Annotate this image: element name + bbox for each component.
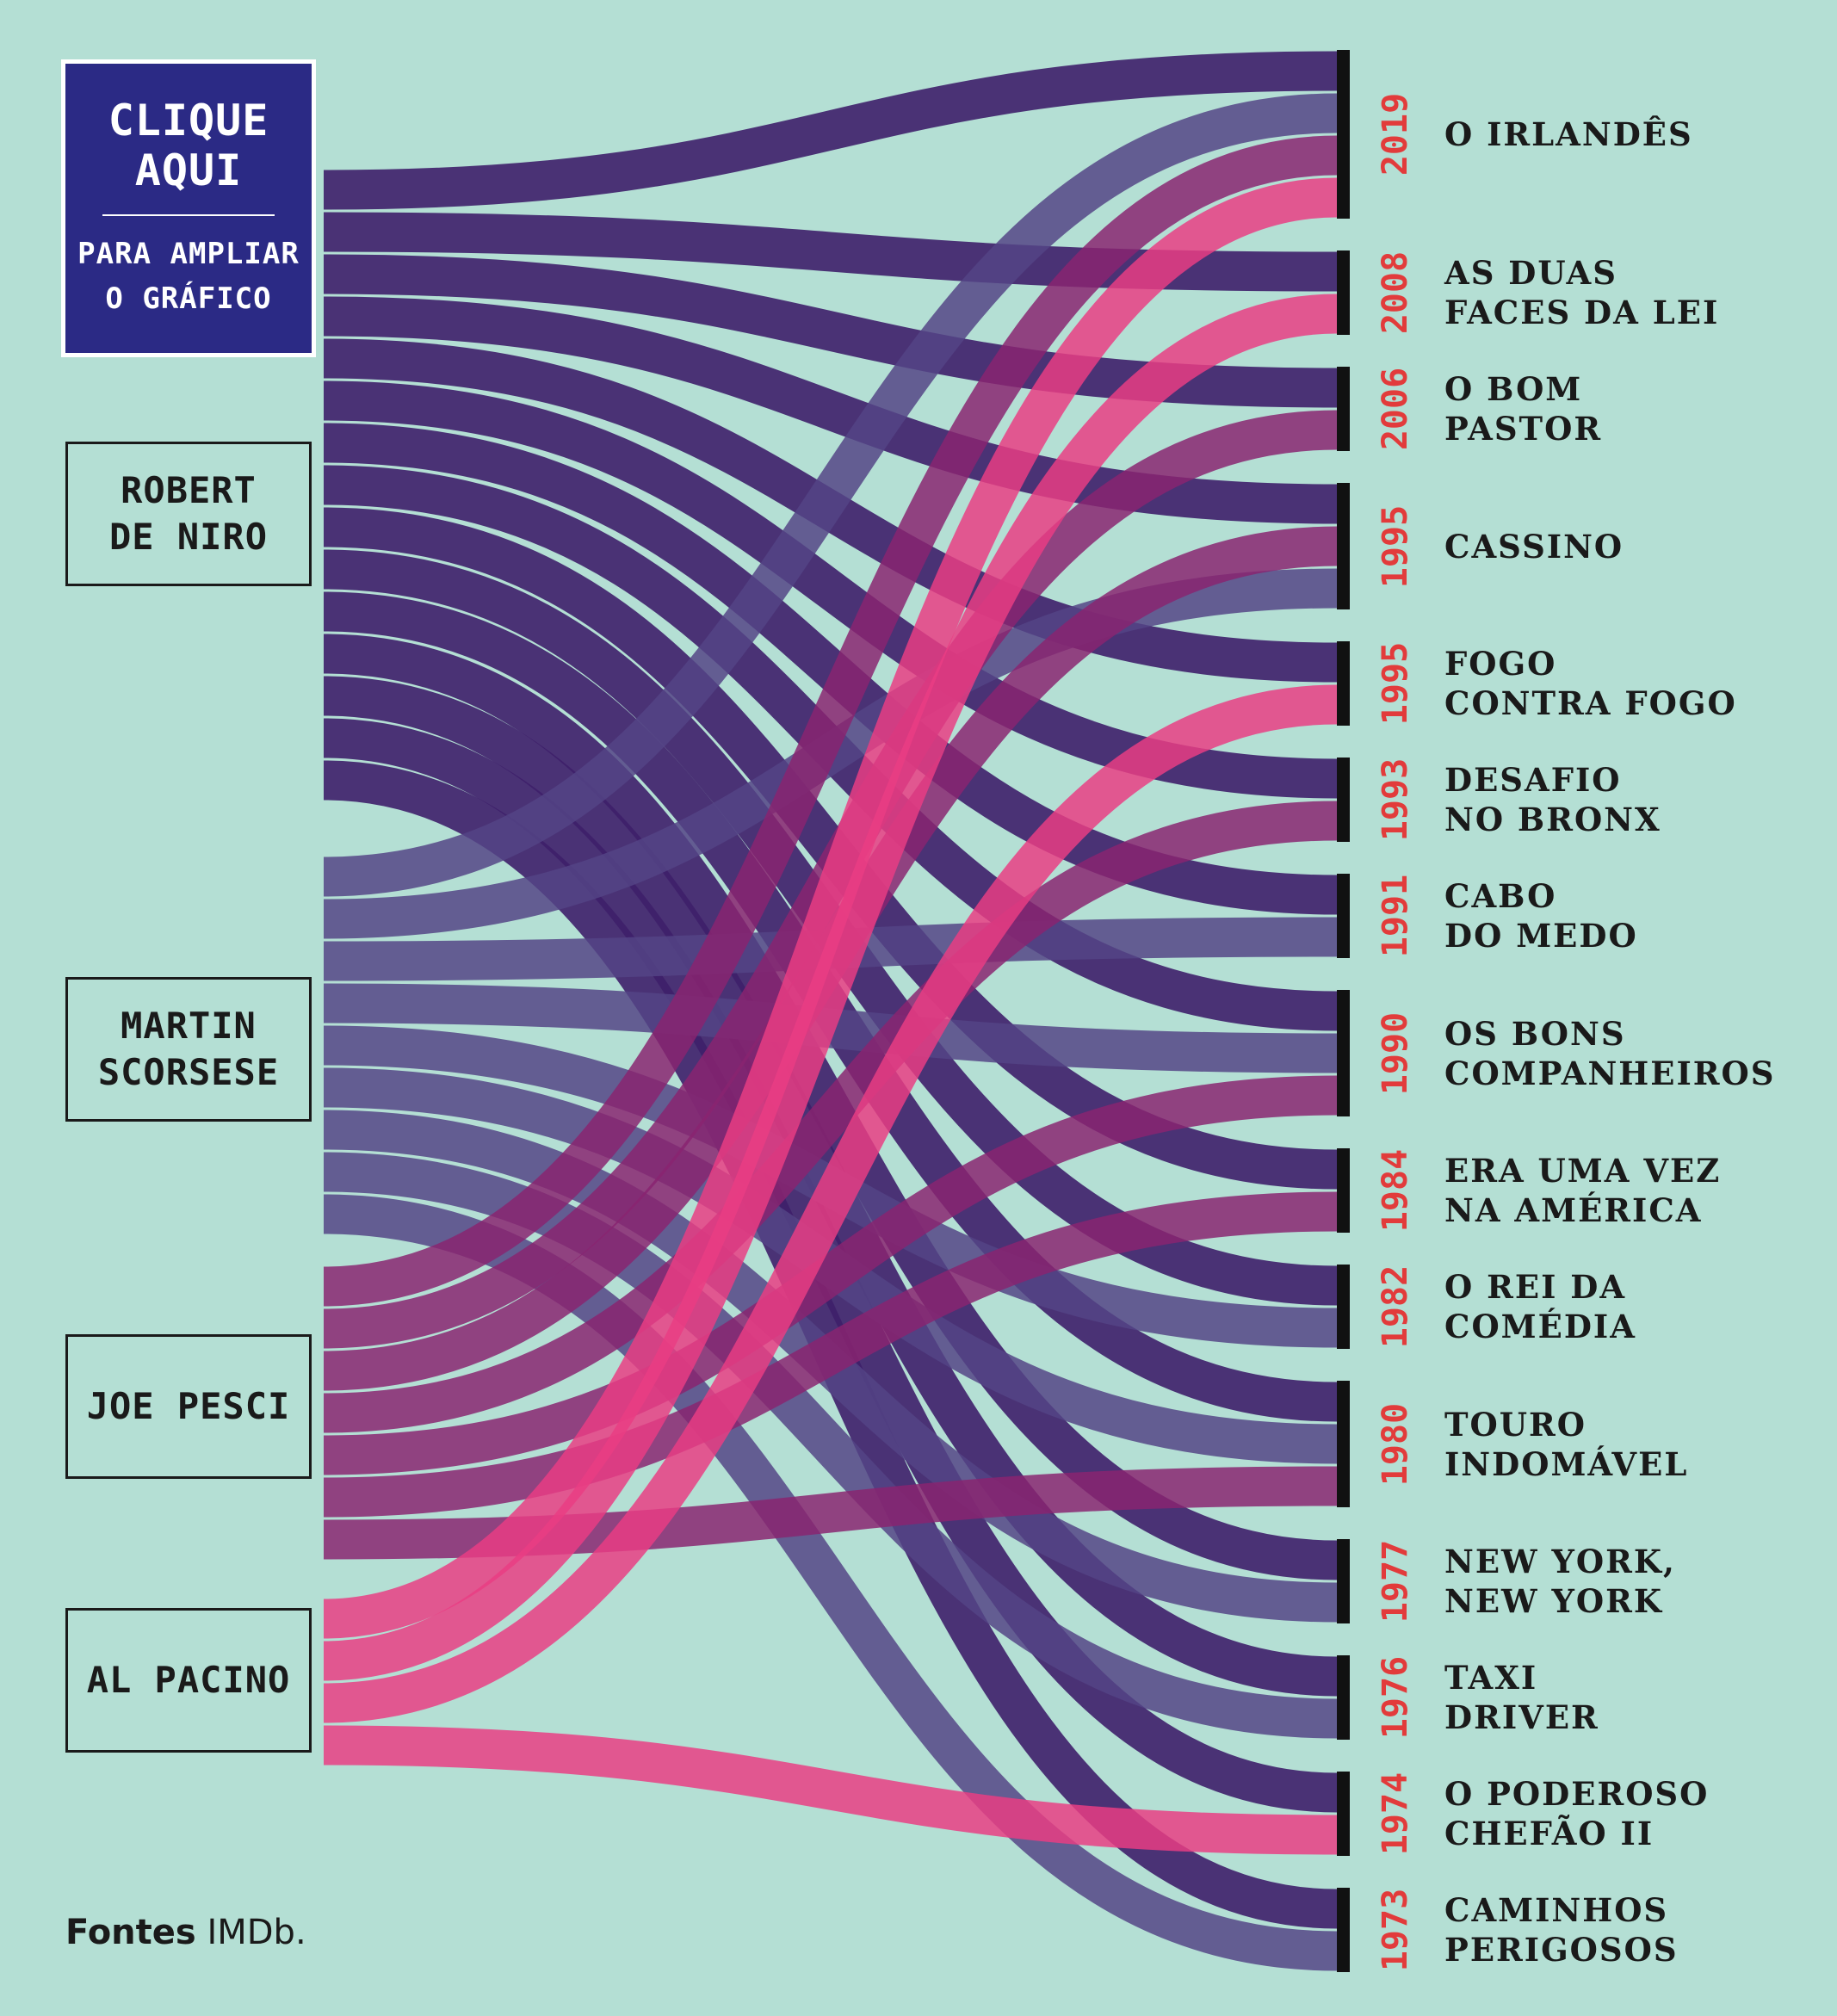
film-year-irishman: 2019	[1376, 92, 1415, 176]
film-year-righteous-kill: 2008	[1376, 250, 1415, 335]
person-box-al-pacino: AL PACINO	[65, 1608, 312, 1753]
film-year-taxi-driver: 1976	[1376, 1655, 1415, 1740]
film-year-godfather-ii: 1974	[1376, 1772, 1415, 1856]
source-value: IMDb.	[207, 1913, 306, 1952]
film-year-bronx-tale: 1993	[1376, 758, 1415, 842]
film-year-good-shepherd: 2006	[1376, 367, 1415, 451]
film-title-casino: CASSINO	[1444, 527, 1624, 566]
flow-martin-scorsese-to-irishman	[323, 93, 1338, 897]
person-box-martin-scorsese: MARTIN SCORSESE	[65, 977, 312, 1122]
film-title-once-upon-america: ERA UMA VEZ NA AMÉRICA	[1444, 1152, 1722, 1229]
film-year-casino: 1995	[1376, 504, 1415, 588]
film-title-raging-bull: TOURO INDOMÁVEL	[1444, 1405, 1689, 1483]
film-bar-casino	[1337, 483, 1350, 609]
film-year-king-of-comedy: 1982	[1376, 1265, 1415, 1349]
enlarge-title: CLIQUE AQUI	[108, 96, 269, 195]
film-title-goodfellas: OS BONS COMPANHEIROS	[1444, 1014, 1776, 1092]
flow-al-pacino-to-irishman	[323, 177, 1338, 1639]
film-bar-mean-streets	[1337, 1888, 1350, 1972]
film-bar-king-of-comedy	[1337, 1265, 1350, 1349]
film-bar-irishman	[1337, 50, 1350, 219]
enlarge-subtitle: PARA AMPLIAR O GRÁFICO	[77, 237, 300, 316]
film-title-godfather-ii: O PODEROSO CHEFÃO II	[1444, 1775, 1710, 1852]
film-bar-taxi-driver	[1337, 1655, 1350, 1740]
film-title-king-of-comedy: O REI DA COMÉDIA	[1444, 1268, 1636, 1345]
film-year-goodfellas: 1990	[1376, 1011, 1415, 1095]
enlarge-chart-button[interactable]: CLIQUE AQUI PARA AMPLIAR O GRÁFICO	[61, 59, 316, 357]
source-label: Fontes	[65, 1913, 196, 1952]
film-bar-cape-fear	[1337, 874, 1350, 958]
flow-joe-pesci-to-irishman	[323, 135, 1338, 1307]
film-year-mean-streets: 1973	[1376, 1888, 1415, 1972]
film-bar-bronx-tale	[1337, 758, 1350, 842]
film-year-cape-fear: 1991	[1376, 874, 1415, 958]
film-bar-heat	[1337, 641, 1350, 726]
flow-al-pacino-to-godfather-ii	[323, 1725, 1338, 1855]
flow-joe-pesci-to-goodfellas	[323, 1075, 1338, 1475]
film-title-righteous-kill: AS DUAS FACES DA LEI	[1444, 254, 1720, 331]
film-title-heat: FOGO CONTRA FOGO	[1444, 645, 1737, 722]
film-title-cape-fear: CABO DO MEDO	[1444, 877, 1638, 955]
film-title-irishman: O IRLANDÊS	[1444, 115, 1693, 153]
person-box-joe-pesci: JOE PESCI	[65, 1334, 312, 1479]
film-title-bronx-tale: DESAFIO NO BRONX	[1444, 761, 1661, 838]
film-bar-goodfellas	[1337, 990, 1350, 1116]
film-bar-raging-bull	[1337, 1381, 1350, 1507]
film-title-new-york-new-york: NEW YORK, NEW YORK	[1444, 1543, 1676, 1620]
flow-robert-de-niro-to-irishman	[323, 51, 1338, 210]
source-note: Fontes IMDb.	[65, 1913, 306, 1952]
flow-joe-pesci-to-bronx-tale	[323, 801, 1338, 1433]
film-year-once-upon-america: 1984	[1376, 1148, 1415, 1233]
film-year-heat: 1995	[1376, 641, 1415, 726]
film-bar-godfather-ii	[1337, 1772, 1350, 1856]
film-title-good-shepherd: O BOM PASTOR	[1444, 370, 1603, 448]
film-year-new-york-new-york: 1977	[1376, 1539, 1415, 1623]
flow-joe-pesci-to-once-upon-america	[323, 1191, 1338, 1518]
film-bar-righteous-kill	[1337, 250, 1350, 335]
film-title-taxi-driver: TAXI DRIVER	[1444, 1659, 1599, 1736]
film-year-raging-bull: 1980	[1376, 1402, 1415, 1486]
film-bar-new-york-new-york	[1337, 1539, 1350, 1623]
film-title-mean-streets: CAMINHOS PERIGOSOS	[1444, 1891, 1679, 1969]
flow-al-pacino-to-heat	[323, 684, 1338, 1723]
enlarge-divider	[102, 214, 275, 216]
film-bar-good-shepherd	[1337, 367, 1350, 451]
flow-al-pacino-to-righteous-kill	[323, 294, 1338, 1681]
film-bar-once-upon-america	[1337, 1148, 1350, 1233]
person-box-robert-de-niro: ROBERT DE NIRO	[65, 442, 312, 586]
